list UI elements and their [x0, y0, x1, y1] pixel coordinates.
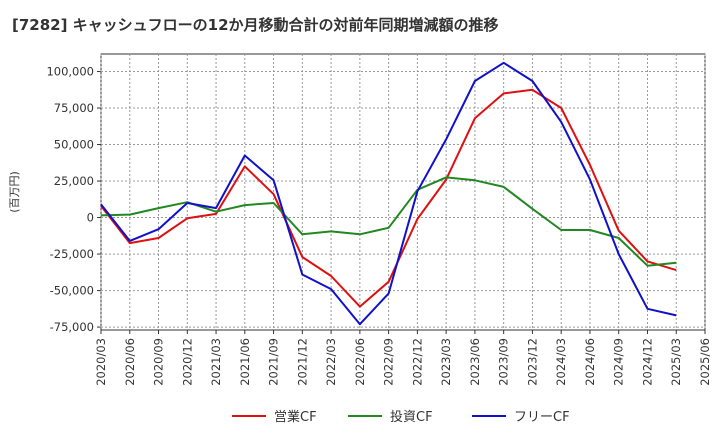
series-line-1	[100, 88, 677, 308]
y-tick-label: -50,000	[50, 284, 94, 298]
legend-label-2: 投資CF	[390, 409, 433, 425]
legend-label-3: フリーCF	[514, 410, 570, 425]
x-tick-label: 2020/12	[180, 338, 194, 386]
y-tick-label: -25,000	[50, 247, 94, 261]
x-tick-label: 2021/12	[295, 338, 309, 386]
x-tick-label: 2025/03	[669, 338, 683, 386]
y-tick-label: 50,000	[54, 138, 94, 152]
plot-area	[100, 53, 706, 331]
x-tick-label: 2023/03	[439, 338, 453, 386]
x-tick-label: 2024/06	[583, 338, 597, 386]
x-tick-label: 2021/06	[238, 338, 252, 386]
y-tick-label: 100,000	[46, 65, 94, 79]
y-tick-label: 25,000	[54, 174, 94, 188]
x-tick-label: 2025/06	[698, 338, 712, 386]
x-tick-label: 2024/09	[612, 338, 626, 386]
y-axis-label: (百万円)	[8, 171, 21, 213]
y-tick-label: 0	[87, 211, 94, 225]
x-tick-label: 2020/09	[152, 338, 166, 386]
y-tick-label: -75,000	[50, 320, 94, 334]
x-tick-label: 2022/09	[382, 338, 396, 386]
x-tick-label: 2020/06	[123, 338, 137, 386]
x-tick-label: 2022/06	[353, 338, 367, 386]
series-line-3	[100, 61, 677, 326]
legend-label-1: 営業CF	[274, 409, 317, 425]
x-tick-label: 2021/03	[209, 338, 223, 386]
x-tick-label: 2024/12	[640, 338, 654, 386]
x-tick-label: 2022/03	[324, 338, 338, 386]
x-tick-label: 2021/09	[267, 338, 281, 386]
x-tick-label: 2023/06	[468, 338, 482, 386]
x-tick-label: 2023/12	[525, 338, 539, 386]
y-tick-label: 75,000	[54, 101, 94, 115]
x-tick-label: 2022/12	[410, 338, 424, 386]
x-tick-label: 2020/03	[94, 338, 108, 386]
x-tick-label: 2023/09	[497, 338, 511, 386]
x-tick-label: 2024/03	[554, 338, 568, 386]
chart-title: [7282] キャッシュフローの12か月移動合計の対前年同期増減額の推移	[12, 16, 499, 34]
